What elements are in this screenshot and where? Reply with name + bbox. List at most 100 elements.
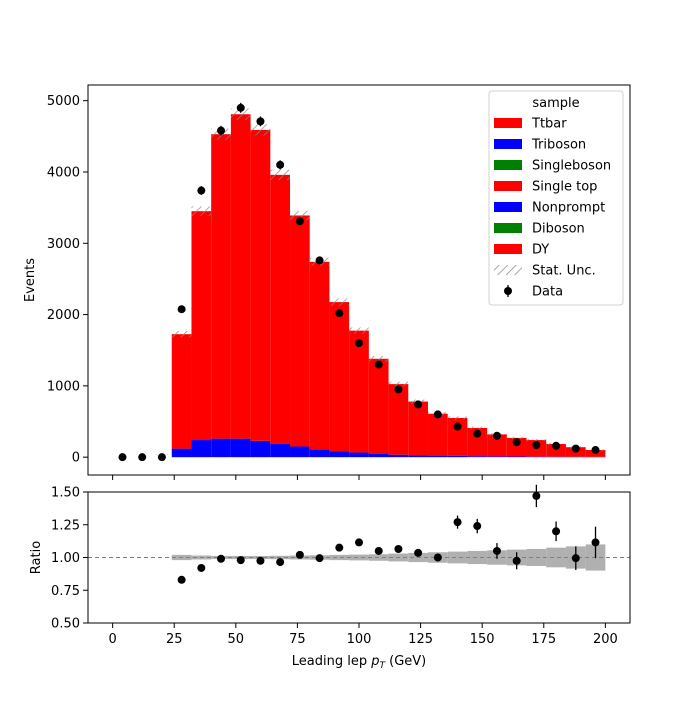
data-point xyxy=(552,442,560,450)
bar-ttbar xyxy=(349,331,369,453)
ratio-x-tick-label: 50 xyxy=(228,632,245,647)
ratio-x-tick-label: 100 xyxy=(347,632,372,647)
ratio-point xyxy=(355,538,363,546)
ratio-point xyxy=(217,555,225,563)
legend-data-marker xyxy=(504,287,512,295)
data-point xyxy=(335,309,343,317)
data-point xyxy=(355,339,363,347)
bar-ttbar xyxy=(329,302,349,451)
bar-nonprompt xyxy=(467,456,487,457)
stat-unc-bin xyxy=(467,427,487,430)
bar-ttbar xyxy=(389,384,409,455)
ratio-point xyxy=(197,564,205,572)
stat-unc-bin xyxy=(448,416,468,419)
bar-ttbar xyxy=(310,262,330,450)
ratio-unc-bin xyxy=(329,555,349,560)
data-point xyxy=(316,256,324,264)
data-point xyxy=(178,305,186,313)
main-y-axis-label: Events xyxy=(23,258,38,302)
data-point xyxy=(138,453,146,461)
bar-nonprompt xyxy=(487,456,507,457)
data-point xyxy=(434,410,442,418)
data-point xyxy=(454,423,462,431)
ratio-point xyxy=(493,547,501,555)
bar-nonprompt xyxy=(191,440,211,457)
bar-ttbar xyxy=(428,414,448,456)
ratio-y-tick-label: 1.50 xyxy=(51,486,80,501)
data-point xyxy=(197,187,205,195)
bar-nonprompt xyxy=(172,449,192,458)
y-tick-label: 1000 xyxy=(47,379,80,394)
x-label-part: p xyxy=(370,654,379,669)
data-point xyxy=(276,161,284,169)
ratio-point xyxy=(335,544,343,552)
ratio-point xyxy=(414,549,422,557)
ratio-point xyxy=(532,492,540,500)
y-tick-label: 3000 xyxy=(47,237,80,252)
ratio-x-tick-label: 150 xyxy=(470,632,495,647)
bar-nonprompt xyxy=(231,439,251,458)
bar-nonprompt xyxy=(310,449,330,457)
bar-nonprompt xyxy=(270,444,290,458)
ratio-x-axis-label: Leading lep pT (GeV) xyxy=(292,654,426,671)
bar-ttbar xyxy=(172,334,192,448)
data-point xyxy=(532,441,540,449)
bar-nonprompt xyxy=(428,456,448,458)
ratio-y-tick-label: 1.00 xyxy=(51,551,80,566)
legend-label: Ttbar xyxy=(531,117,567,132)
legend-hatch-swatch xyxy=(494,265,522,275)
legend-label: DY xyxy=(532,243,549,258)
ratio-y-axis-label: Ratio xyxy=(29,541,44,574)
ratio-y-tick-label: 0.50 xyxy=(51,617,80,632)
ratio-point xyxy=(572,554,580,562)
data-point xyxy=(473,430,481,438)
ratio-x-tick-label: 25 xyxy=(166,632,183,647)
bar-ttbar xyxy=(231,114,251,438)
ratio-point xyxy=(473,522,481,530)
ratio-y-ticks: 0.500.751.001.251.50 xyxy=(51,486,88,632)
ratio-x-tick-label: 75 xyxy=(289,632,306,647)
ratio-point xyxy=(552,527,560,535)
bar-nonprompt xyxy=(251,441,271,457)
y-tick-label: 2000 xyxy=(47,308,80,323)
bar-nonprompt xyxy=(349,453,369,458)
bar-nonprompt xyxy=(211,439,231,458)
ratio-unc-bin xyxy=(467,551,487,564)
legend-label: Singleboson xyxy=(532,159,611,174)
ratio-point xyxy=(375,547,383,555)
ratio-unc-bin xyxy=(349,555,369,561)
data-point xyxy=(394,385,402,393)
data-point xyxy=(592,446,600,454)
data-point xyxy=(513,438,521,446)
ratio-point xyxy=(296,551,304,559)
legend-label: Diboson xyxy=(532,222,585,237)
x-label-part: Leading lep xyxy=(292,654,371,669)
bar-nonprompt xyxy=(329,451,349,457)
y-tick-label: 5000 xyxy=(47,94,80,109)
main-x-ticks xyxy=(113,475,606,480)
bar-nonprompt xyxy=(408,455,428,457)
data-point xyxy=(572,445,580,453)
bar-ttbar xyxy=(408,402,428,456)
bar-ttbar xyxy=(270,175,290,444)
stat-unc-bin xyxy=(172,331,192,337)
legend-label: Nonprompt xyxy=(532,201,605,216)
stat-unc-bin xyxy=(191,206,211,216)
data-point xyxy=(237,104,245,112)
data-point xyxy=(256,117,264,125)
legend-swatch xyxy=(494,223,522,233)
legend-title: sample xyxy=(532,96,579,111)
ratio-y-tick-label: 0.75 xyxy=(51,584,80,599)
legend-swatch xyxy=(494,244,522,254)
data-point xyxy=(414,400,422,408)
legend-swatch xyxy=(494,118,522,128)
ratio-point xyxy=(394,545,402,553)
bar-ttbar xyxy=(191,211,211,440)
legend-swatch xyxy=(494,181,522,191)
stat-unc-bin xyxy=(270,170,290,180)
legend-label: Stat. Unc. xyxy=(532,264,596,279)
